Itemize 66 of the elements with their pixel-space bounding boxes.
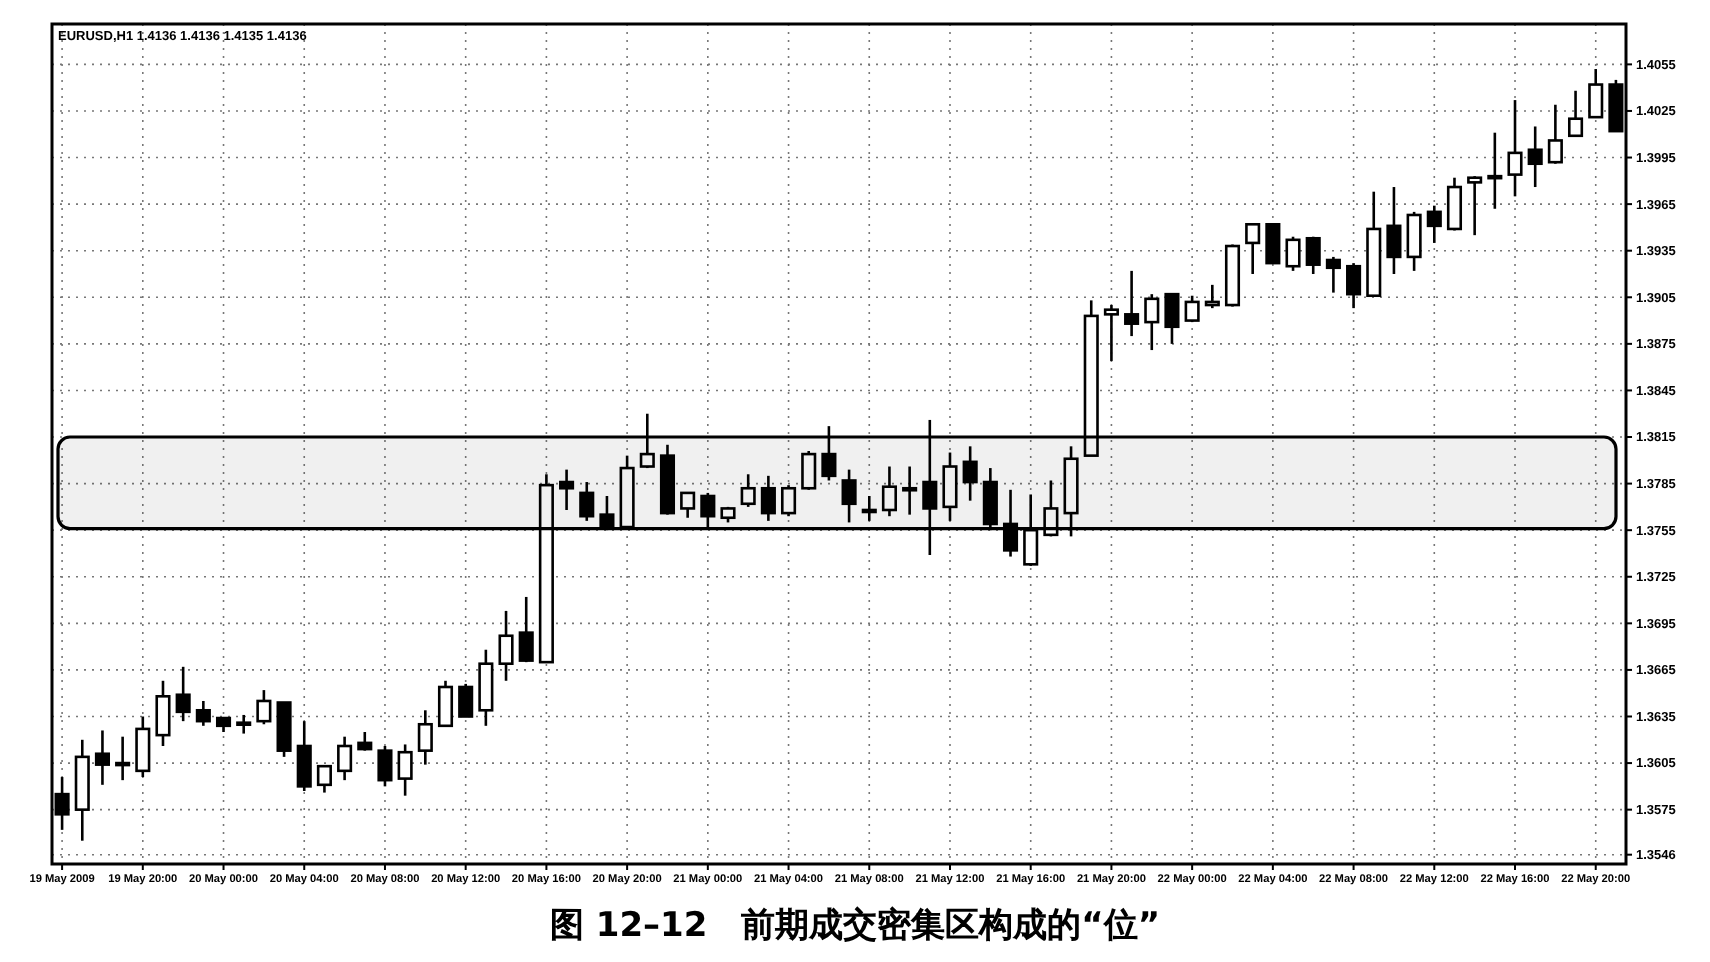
candlestick [639, 412, 655, 470]
candlestick [498, 609, 514, 683]
candlestick [1547, 103, 1563, 166]
candlestick [1507, 98, 1523, 198]
candlestick [1164, 292, 1180, 346]
candlestick [1426, 204, 1442, 245]
candlestick [700, 491, 716, 529]
candlestick [801, 449, 817, 492]
candlestick [1043, 479, 1059, 538]
candlestick [962, 445, 978, 502]
candlestick [821, 424, 837, 482]
candlestick [357, 730, 373, 752]
candlestick [417, 708, 433, 766]
candlestick [1245, 223, 1261, 276]
candlestick [236, 713, 252, 735]
candlestick [1204, 283, 1220, 310]
candlestick [135, 715, 151, 779]
candlestick [599, 494, 615, 532]
candlestick [1144, 292, 1160, 352]
candlestick [559, 468, 575, 512]
candlestick [841, 468, 857, 524]
candlestick [680, 491, 696, 520]
candlestick [1588, 67, 1604, 119]
candlestick [740, 472, 756, 509]
candlestick [861, 494, 877, 523]
candlestick [1285, 235, 1301, 273]
candlestick [437, 679, 454, 728]
candlestick [397, 743, 413, 797]
candlestick [256, 688, 272, 726]
candlestick [337, 735, 353, 782]
candlestick [1346, 261, 1362, 310]
candlestick [1184, 294, 1200, 324]
candlestick [881, 465, 898, 518]
candlestick [1487, 131, 1503, 211]
candlestick [1305, 235, 1321, 276]
candlestick [518, 595, 534, 664]
candlestick [195, 699, 211, 728]
candlestick [1467, 174, 1483, 237]
candlestick [760, 474, 776, 523]
candlestick [942, 451, 958, 523]
candlestick [902, 465, 918, 516]
candlestick [579, 480, 595, 523]
candlestick [155, 679, 171, 748]
candlestick [922, 418, 938, 557]
candlestick [1325, 255, 1341, 294]
candlestick [458, 682, 474, 718]
candlestick [1002, 488, 1019, 558]
candlestick [1124, 269, 1140, 338]
candlestick [94, 729, 110, 787]
candlestick [1265, 223, 1281, 265]
candlestick [478, 648, 494, 728]
candlestick [296, 719, 312, 793]
candlestick [316, 764, 332, 794]
candlestick [175, 665, 191, 723]
candlestick [377, 744, 393, 788]
candlestick [982, 466, 998, 532]
candlestick [1446, 176, 1463, 232]
candlestick [1568, 89, 1584, 138]
candlestick [781, 483, 797, 518]
candlestick [1386, 185, 1402, 276]
text: 图 12–12 前期成交密集区构成的“位” [549, 906, 1161, 946]
candlestick [1406, 210, 1422, 273]
candlestick [1103, 303, 1119, 363]
candlestick [1527, 125, 1543, 189]
candlestick [1023, 493, 1039, 568]
candlestick [115, 735, 131, 782]
